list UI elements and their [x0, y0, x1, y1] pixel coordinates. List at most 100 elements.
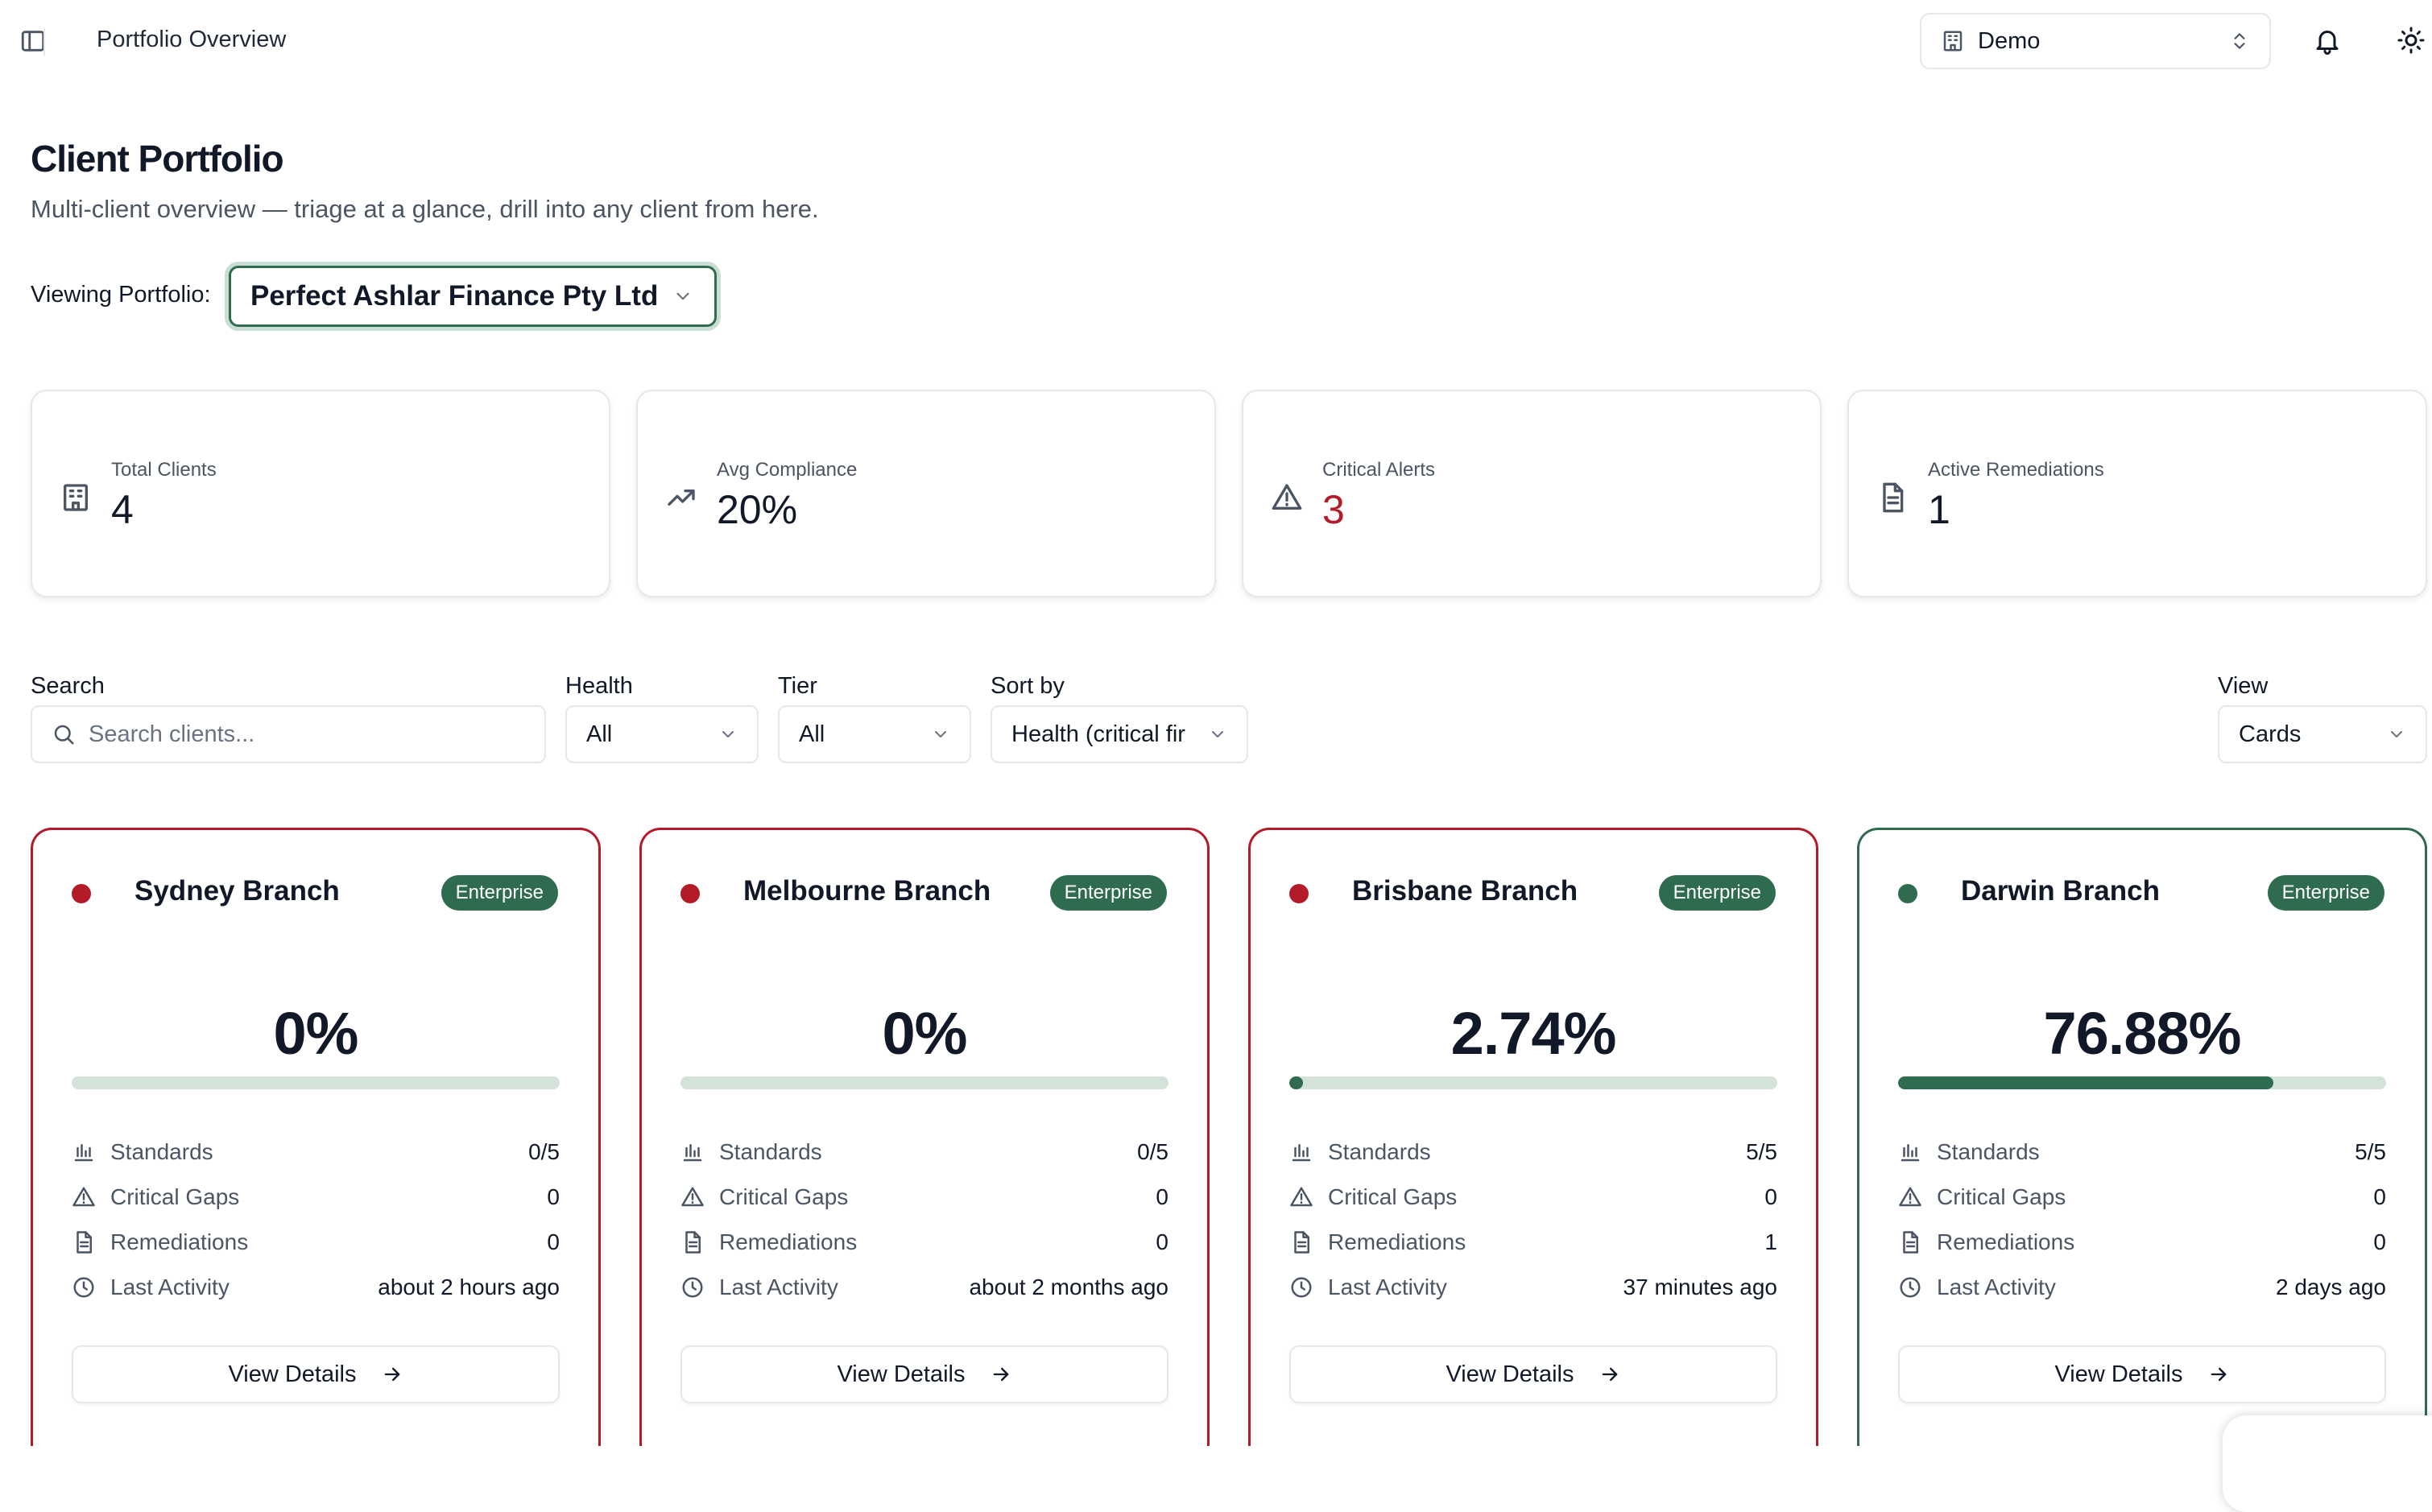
client-stat-row: Last Activity 2 days ago	[1898, 1271, 2386, 1303]
stat-value: 3	[1322, 487, 1345, 532]
chevron-down-icon	[931, 725, 950, 744]
view-details-button[interactable]: View Details	[1898, 1345, 2386, 1403]
client-stat-label: Last Activity	[1937, 1274, 2056, 1299]
bar-chart-icon	[72, 1140, 99, 1164]
client-stat-label: Remediations	[1328, 1229, 1466, 1254]
floating-widget[interactable]	[2223, 1415, 2432, 1512]
stat-value: 20%	[717, 487, 798, 532]
client-stat-value: 0	[2373, 1184, 2386, 1209]
client-stat-row: Critical Gaps 0	[1898, 1181, 2386, 1213]
client-stat-value: 0	[2373, 1229, 2386, 1254]
client-stat-label: Remediations	[719, 1229, 858, 1254]
compliance-progress-bar	[1289, 1076, 1777, 1089]
client-stat-row: Remediations 1	[1289, 1226, 1777, 1258]
client-stat-row: Remediations 0	[72, 1226, 560, 1258]
clock-icon	[1289, 1275, 1317, 1299]
tier-badge: Enterprise	[440, 875, 558, 911]
sidebar-toggle-icon[interactable]	[19, 27, 47, 55]
arrow-right-icon	[381, 1363, 403, 1386]
compliance-progress-fill	[1898, 1076, 2273, 1089]
search-icon	[52, 722, 76, 746]
compliance-progress-bar	[1898, 1076, 2386, 1089]
client-stat-label: Standards	[719, 1139, 822, 1164]
client-stat-value: 0/5	[1137, 1139, 1168, 1164]
client-card[interactable]: Melbourne Branch Enterprise 0% Standards…	[639, 828, 1210, 1446]
stat-card-active-remediations: Active Remediations 1	[1847, 390, 2427, 597]
view-select[interactable]: Cards	[2218, 705, 2427, 763]
clock-icon	[680, 1275, 708, 1299]
client-stat-label: Standards	[1328, 1139, 1431, 1164]
alert-triangle-icon	[1289, 1185, 1317, 1209]
client-stat-row: Remediations 0	[680, 1226, 1168, 1258]
stat-label: Critical Alerts	[1322, 459, 1436, 481]
client-card[interactable]: Darwin Branch Enterprise 76.88% Standard…	[1857, 828, 2427, 1446]
client-stat-row: Critical Gaps 0	[680, 1181, 1168, 1213]
chevron-down-icon	[718, 725, 738, 744]
client-stat-value: 2 days ago	[2276, 1274, 2386, 1299]
tier-select-value: All	[799, 721, 825, 747]
bar-chart-icon	[1289, 1140, 1317, 1164]
stat-card-total-clients: Total Clients 4	[31, 390, 610, 597]
tier-label: Tier	[778, 673, 817, 699]
client-stat-value: 0/5	[528, 1139, 560, 1164]
chevron-up-down-icon	[2229, 29, 2250, 53]
compliance-progress-fill	[1289, 1076, 1303, 1089]
bell-icon[interactable]	[2313, 26, 2342, 55]
compliance-percent: 0%	[882, 1000, 968, 1067]
portfolio-label: Viewing Portfolio:	[31, 282, 211, 308]
view-details-label: View Details	[837, 1361, 966, 1387]
alert-triangle-icon	[1271, 481, 1303, 514]
view-details-button[interactable]: View Details	[1289, 1345, 1777, 1403]
client-stat-row: Standards 5/5	[1289, 1136, 1777, 1168]
chevron-down-icon	[672, 286, 693, 307]
client-stat-row: Standards 0/5	[72, 1136, 560, 1168]
client-name: Melbourne Branch	[743, 875, 991, 907]
client-stat-label: Critical Gaps	[719, 1184, 849, 1209]
stat-value: 4	[111, 487, 134, 532]
view-details-button[interactable]: View Details	[680, 1345, 1168, 1403]
page-subtitle: Multi-client overview — triage at a glan…	[31, 195, 819, 223]
view-details-button[interactable]: View Details	[72, 1345, 560, 1403]
tier-badge: Enterprise	[2267, 875, 2384, 911]
view-details-label: View Details	[1446, 1361, 1574, 1387]
chevron-down-icon	[1208, 725, 1227, 744]
clock-icon	[72, 1275, 99, 1299]
portfolio-select[interactable]: Perfect Ashlar Finance Pty Ltd	[229, 266, 717, 327]
alert-triangle-icon	[680, 1185, 708, 1209]
sort-select-value: Health (critical fir	[1011, 721, 1185, 747]
file-text-icon	[72, 1230, 99, 1254]
sun-icon[interactable]	[2397, 26, 2426, 55]
client-stat-row: Last Activity about 2 hours ago	[72, 1271, 560, 1303]
client-stat-label: Critical Gaps	[1937, 1184, 2066, 1209]
client-stat-row: Last Activity 37 minutes ago	[1289, 1271, 1777, 1303]
building-icon	[60, 481, 92, 514]
client-card[interactable]: Sydney Branch Enterprise 0% Standards 0/…	[31, 828, 601, 1446]
compliance-progress-bar	[680, 1076, 1168, 1089]
status-dot	[1289, 884, 1309, 903]
health-select[interactable]: All	[565, 705, 759, 763]
health-select-value: All	[586, 721, 613, 747]
tier-badge: Enterprise	[1658, 875, 1776, 911]
bar-chart-icon	[680, 1140, 708, 1164]
stat-card-critical-alerts: Critical Alerts 3	[1242, 390, 1822, 597]
file-text-icon	[680, 1230, 708, 1254]
bar-chart-icon	[1898, 1140, 1925, 1164]
client-stat-value: 0	[1156, 1229, 1168, 1254]
client-stat-label: Last Activity	[110, 1274, 230, 1299]
tier-select[interactable]: All	[778, 705, 971, 763]
client-stat-row: Standards 0/5	[680, 1136, 1168, 1168]
search-input[interactable]: Search clients...	[31, 705, 546, 763]
client-stat-value: about 2 months ago	[969, 1274, 1168, 1299]
arrow-right-icon	[990, 1363, 1012, 1386]
client-stat-row: Remediations 0	[1898, 1226, 2386, 1258]
compliance-percent: 2.74%	[1450, 1000, 1617, 1067]
topbar-divider	[43, 28, 45, 56]
status-dot	[72, 884, 91, 903]
client-stat-value: 0	[1156, 1184, 1168, 1209]
breadcrumb: Portfolio Overview	[97, 27, 287, 52]
status-dot	[680, 884, 700, 903]
client-card[interactable]: Brisbane Branch Enterprise 2.74% Standar…	[1248, 828, 1818, 1446]
client-stat-row: Critical Gaps 0	[1289, 1181, 1777, 1213]
sort-select[interactable]: Health (critical fir	[991, 705, 1248, 763]
org-select[interactable]: Demo	[1920, 13, 2271, 69]
